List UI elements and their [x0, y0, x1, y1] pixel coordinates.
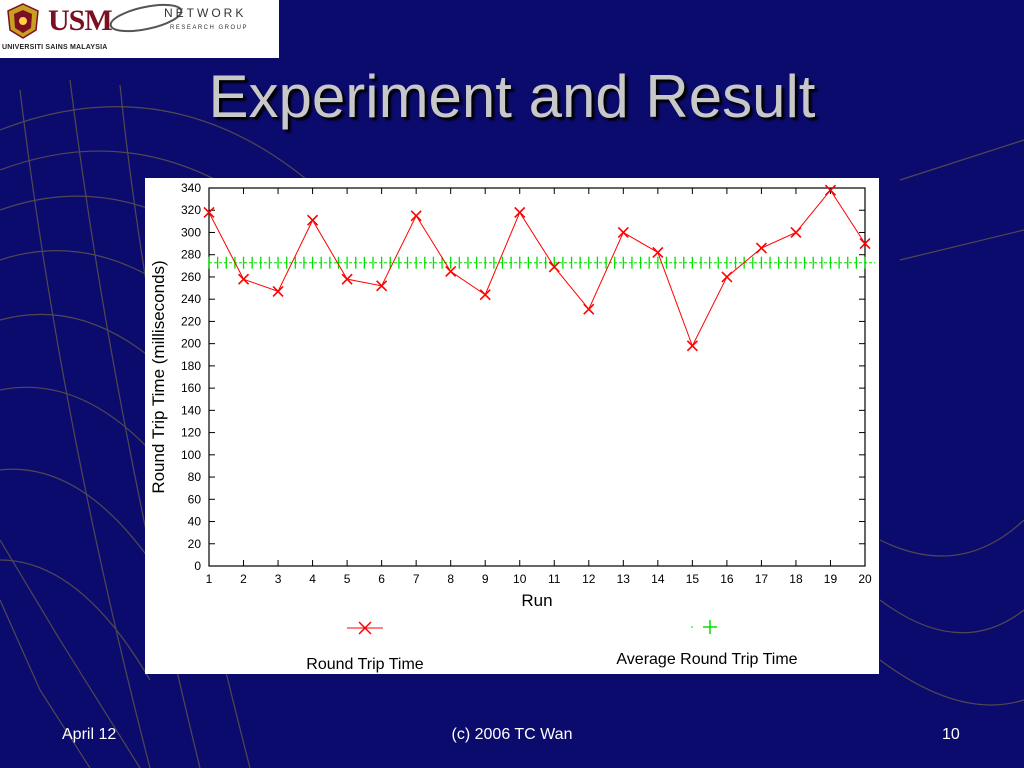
x-tick-label: 20 [858, 572, 872, 586]
y-tick-label: 240 [181, 292, 201, 306]
y-tick-label: 160 [181, 381, 201, 395]
y-tick-label: 140 [181, 403, 201, 417]
x-tick-label: 10 [513, 572, 527, 586]
rtt-point [859, 238, 871, 250]
rtt-point [445, 265, 457, 277]
x-tick-label: 11 [548, 572, 561, 586]
y-axis: 0 20 40 60 80 100 120 140 160 180 200 220 240 260 280 3… [181, 181, 865, 573]
rtt-point [755, 242, 767, 254]
plot-frame [208, 187, 866, 567]
y-tick-label: 80 [188, 470, 202, 484]
x-tick-label: 13 [617, 572, 631, 586]
y-tick-label: 100 [181, 448, 201, 462]
chart-panel: 0 20 40 60 80 100 120 140 160 180 200 220 240 260 280 3… [145, 178, 879, 674]
footer-copyright: (c) 2006 TC Wan [451, 726, 573, 743]
slide-title: Experiment and Result [208, 63, 816, 130]
rtt-point [410, 210, 422, 222]
rtt-point [272, 285, 284, 297]
x-tick-label: 1 [206, 572, 213, 586]
y-tick-label: 320 [181, 203, 201, 217]
legend-avg-label: Average Round Trip Time [616, 651, 797, 668]
rtt-point [583, 303, 595, 315]
x-tick-label: 3 [275, 572, 282, 586]
rtt-point [686, 340, 698, 352]
y-tick-label: 20 [188, 537, 202, 551]
average-series [208, 256, 875, 269]
y-axis-label: Round Trip Time (milliseconds) [149, 260, 168, 493]
y-tick-label: 340 [181, 181, 201, 195]
rtt-line-chart: 0204060801001201401601802002202402602803… [149, 181, 875, 673]
rtt-point [824, 184, 837, 196]
y-tick-label: 220 [181, 314, 201, 328]
y-tick-label: 280 [181, 248, 201, 262]
y-tick-label: 200 [181, 337, 201, 351]
rtt-point [307, 214, 319, 226]
x-tick-label: 17 [755, 572, 769, 586]
header-logos: USM UNIVERSITI SAINS MALAYSIA NETWORK RE… [0, 0, 279, 58]
legend-avg-marker [691, 620, 719, 634]
x-tick-label: 6 [378, 572, 385, 586]
rtt-point [479, 289, 491, 301]
x-axis: 1 2 3 4 5 6 7 8 9 10 11 12 13 14 15 16 17 18 19 20 [206, 188, 872, 586]
x-tick-label: 7 [413, 572, 420, 586]
rtt-point [548, 261, 560, 273]
network-logo-line1: NETWORK [164, 6, 246, 20]
usm-logo-text: USM [48, 4, 113, 37]
rtt-point [617, 226, 629, 239]
x-tick-label: 15 [686, 572, 700, 586]
rtt-point [376, 280, 388, 292]
rtt-series [203, 184, 871, 352]
x-tick-label: 4 [309, 572, 316, 586]
x-tick-label: 12 [582, 572, 596, 586]
x-axis-label: Run [521, 591, 552, 610]
y-tick-label: 300 [181, 225, 201, 239]
legend-rtt-marker [347, 621, 383, 635]
rtt-point [790, 226, 802, 239]
x-tick-label: 2 [240, 572, 247, 586]
x-tick-label: 18 [789, 572, 803, 586]
rtt-point [341, 273, 353, 285]
x-tick-label: 16 [720, 572, 734, 586]
footer-date: April 12 [62, 726, 117, 743]
y-tick-label: 260 [181, 270, 201, 284]
y-tick-label: 0 [194, 559, 201, 573]
legend-rtt-label: Round Trip Time [306, 656, 423, 673]
rtt-point [721, 271, 733, 283]
rtt-line [208, 189, 866, 348]
y-tick-label: 120 [181, 426, 201, 440]
university-name: UNIVERSITI SAINS MALAYSIA [2, 44, 108, 51]
x-tick-label: 8 [447, 572, 454, 586]
y-tick-label: 180 [181, 359, 201, 373]
legend: Round Trip Time Average Round Trip Time [306, 620, 798, 673]
page-number: 10 [942, 726, 960, 743]
rtt-point [514, 206, 526, 219]
university-crest-icon [7, 3, 39, 39]
rtt-point [652, 246, 664, 259]
x-tick-label: 5 [344, 572, 351, 586]
network-research-group-logo: NETWORK RESEARCH GROUP [109, 3, 248, 33]
x-tick-label: 14 [651, 572, 665, 586]
network-logo-line2: RESEARCH GROUP [170, 25, 248, 31]
rtt-point [237, 273, 250, 285]
x-tick-label: 19 [824, 572, 838, 586]
y-tick-label: 60 [188, 492, 202, 506]
y-tick-label: 40 [188, 515, 202, 529]
rtt-point [203, 206, 215, 219]
x-tick-label: 9 [482, 572, 489, 586]
